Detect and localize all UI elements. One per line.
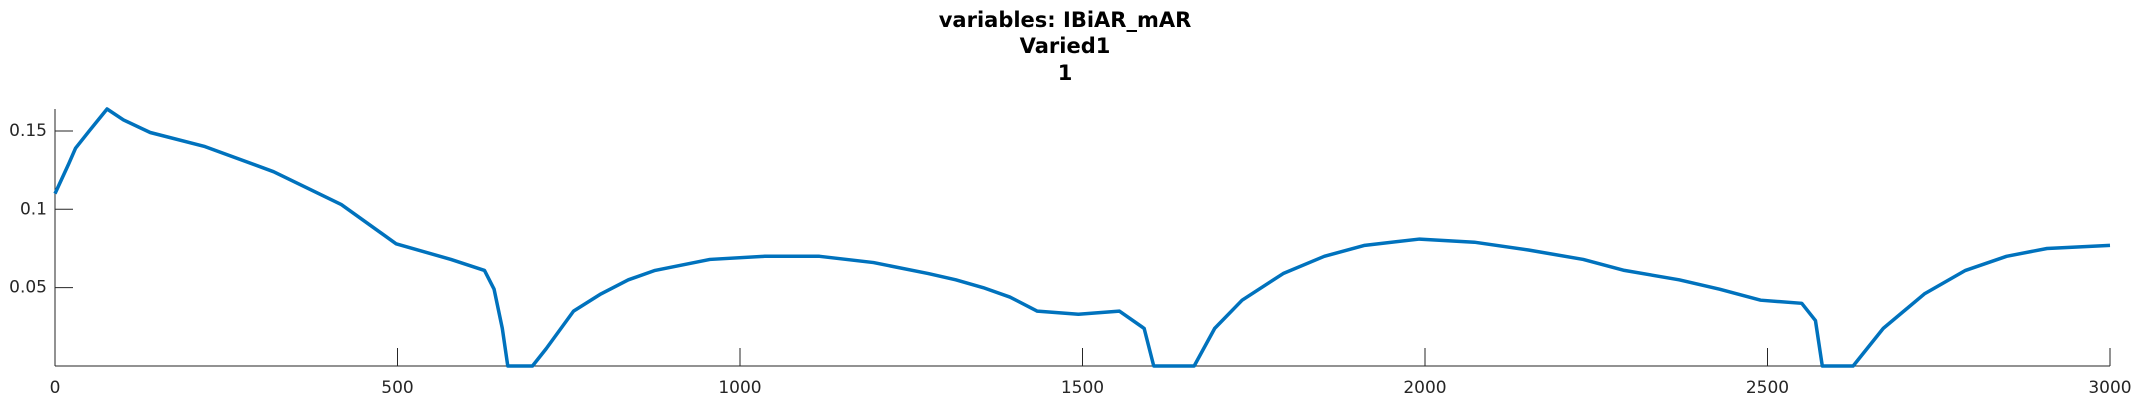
chart-subtitle: Varied1 — [1020, 34, 1111, 58]
x-tick-label: 1000 — [718, 378, 761, 398]
y-tick-label: 0.05 — [9, 278, 47, 298]
x-tick-label: 2000 — [1403, 378, 1446, 398]
chart-title: variables: IBiAR_mAR — [939, 8, 1192, 32]
chart-subtitle: 1 — [1058, 61, 1073, 85]
x-tick-label: 0 — [50, 378, 61, 398]
x-tick-label: 3000 — [2088, 378, 2131, 398]
y-tick-label: 0.1 — [20, 199, 47, 219]
data-line — [53, 107, 2111, 368]
x-tick-label: 1500 — [1061, 378, 1104, 398]
x-tick-label: 2500 — [1746, 378, 1789, 398]
y-tick-label: 0.15 — [9, 121, 47, 141]
x-tick-label: 500 — [381, 378, 413, 398]
